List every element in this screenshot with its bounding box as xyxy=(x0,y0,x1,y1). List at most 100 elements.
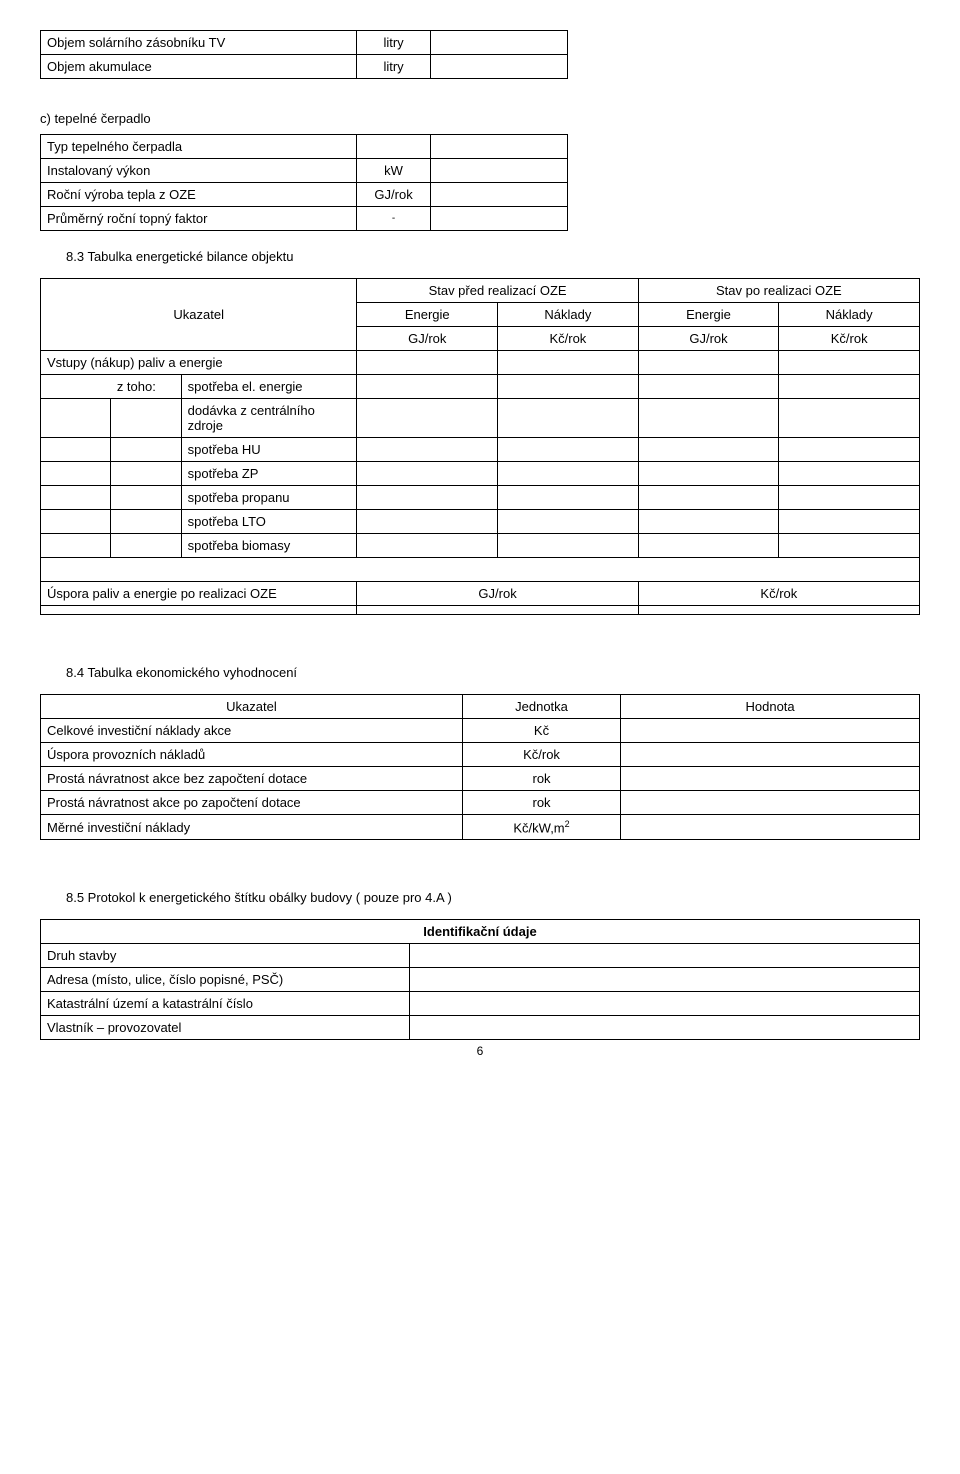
cell-label: Instalovaný výkon xyxy=(41,159,357,183)
cell xyxy=(779,375,920,399)
cell xyxy=(779,438,920,462)
cell: Prostá návratnost akce po započtení dota… xyxy=(41,791,463,815)
table-row: Celkové investiční náklady akce Kč xyxy=(41,719,920,743)
cell-label: Objem solárního zásobníku TV xyxy=(41,31,357,55)
table-row: z toho: spotřeba el. energie xyxy=(41,375,920,399)
cell-value xyxy=(430,159,567,183)
cell: Ukazatel xyxy=(41,695,463,719)
cell-unit: GJ/rok xyxy=(357,183,431,207)
cell xyxy=(638,534,779,558)
table-row: spotřeba propanu xyxy=(41,486,920,510)
cell xyxy=(621,767,920,791)
cell-unit: litry xyxy=(357,31,431,55)
table-row: Instalovaný výkon kW xyxy=(41,159,568,183)
cell-value xyxy=(430,207,567,231)
cell xyxy=(621,743,920,767)
table-row: Prostá návratnost akce bez započtení dot… xyxy=(41,767,920,791)
cell: spotřeba el. energie xyxy=(181,375,357,399)
cell xyxy=(410,1016,920,1040)
cell xyxy=(498,534,639,558)
cell: Kč/rok xyxy=(638,582,919,606)
table-row: Ukazatel Stav před realizací OZE Stav po… xyxy=(41,279,920,303)
cell-unit-kckwm2: Kč/kW,m2 xyxy=(462,815,620,840)
table-row: Katastrální území a katastrální číslo xyxy=(41,992,920,1016)
cell xyxy=(41,438,111,462)
cell xyxy=(111,462,181,486)
table-row: Průměrný roční topný faktor - xyxy=(41,207,568,231)
table-row: spotřeba LTO xyxy=(41,510,920,534)
cell: dodávka z centrálního zdroje xyxy=(181,399,357,438)
cell: Kč/rok xyxy=(779,327,920,351)
cell xyxy=(111,510,181,534)
cell-label: Průměrný roční topný faktor xyxy=(41,207,357,231)
cell xyxy=(498,438,639,462)
cell: Kč/rok xyxy=(498,327,639,351)
cell xyxy=(638,606,919,615)
cell-value xyxy=(430,183,567,207)
unit-text: Kč/kW,m xyxy=(513,820,564,835)
cell: Celkové investiční náklady akce xyxy=(41,719,463,743)
cell-blank xyxy=(41,558,920,582)
cell: Katastrální území a katastrální číslo xyxy=(41,992,410,1016)
cell xyxy=(357,486,498,510)
table-top: Objem solárního zásobníku TV litry Objem… xyxy=(40,30,568,79)
table-row: Měrné investiční náklady Kč/kW,m2 xyxy=(41,815,920,840)
cell xyxy=(779,351,920,375)
table-row: spotřeba HU xyxy=(41,438,920,462)
cell xyxy=(638,351,779,375)
table-row: Prostá návratnost akce po započtení dota… xyxy=(41,791,920,815)
cell: GJ/rok xyxy=(638,327,779,351)
cell: spotřeba LTO xyxy=(181,510,357,534)
table-84: Ukazatel Jednotka Hodnota Celkové invest… xyxy=(40,694,920,840)
table-section-c: Typ tepelného čerpadla Instalovaný výkon… xyxy=(40,134,568,231)
table-row: dodávka z centrálního zdroje xyxy=(41,399,920,438)
cell: Úspora paliv a energie po realizaci OZE xyxy=(41,582,357,606)
table-row: Vstupy (nákup) paliv a energie xyxy=(41,351,920,375)
heading-84: 8.4 Tabulka ekonomického vyhodnocení xyxy=(66,665,920,680)
cell xyxy=(779,399,920,438)
cell xyxy=(779,462,920,486)
cell xyxy=(410,968,920,992)
table-row: Identifikační údaje xyxy=(41,920,920,944)
cell-label: Roční výroba tepla z OZE xyxy=(41,183,357,207)
cell xyxy=(638,399,779,438)
cell xyxy=(498,462,639,486)
table-83: Ukazatel Stav před realizací OZE Stav po… xyxy=(40,278,920,615)
cell: Jednotka xyxy=(462,695,620,719)
cell xyxy=(498,510,639,534)
cell-after: Stav po realizaci OZE xyxy=(638,279,919,303)
table-row: Vlastník – provozovatel xyxy=(41,1016,920,1040)
table-row: Druh stavby xyxy=(41,944,920,968)
cell xyxy=(410,944,920,968)
table-row: Úspora paliv a energie po realizaci OZE … xyxy=(41,582,920,606)
cell: Kč/rok xyxy=(462,743,620,767)
table-row: Objem solárního zásobníku TV litry xyxy=(41,31,568,55)
cell: Náklady xyxy=(779,303,920,327)
cell-unit: kW xyxy=(357,159,431,183)
cell-value xyxy=(430,55,567,79)
cell xyxy=(498,351,639,375)
section-c-title: c) tepelné čerpadlo xyxy=(40,111,920,126)
heading-83: 8.3 Tabulka energetické bilance objektu xyxy=(66,249,920,264)
cell xyxy=(621,815,920,840)
cell xyxy=(638,438,779,462)
cell-label: Typ tepelného čerpadla xyxy=(41,135,357,159)
table-row: spotřeba biomasy xyxy=(41,534,920,558)
cell: spotřeba HU xyxy=(181,438,357,462)
cell xyxy=(498,486,639,510)
table-row xyxy=(41,606,920,615)
cell xyxy=(41,510,111,534)
cell xyxy=(498,375,639,399)
cell: Adresa (místo, ulice, číslo popisné, PSČ… xyxy=(41,968,410,992)
cell xyxy=(41,399,111,438)
table-row: Úspora provozních nákladů Kč/rok xyxy=(41,743,920,767)
cell xyxy=(638,510,779,534)
cell: Úspora provozních nákladů xyxy=(41,743,463,767)
cell xyxy=(41,375,111,399)
cell-value xyxy=(430,31,567,55)
cell: rok xyxy=(462,791,620,815)
cell xyxy=(111,486,181,510)
table-row: spotřeba ZP xyxy=(41,462,920,486)
table-row: Adresa (místo, ulice, číslo popisné, PSČ… xyxy=(41,968,920,992)
table-row: Ukazatel Jednotka Hodnota xyxy=(41,695,920,719)
